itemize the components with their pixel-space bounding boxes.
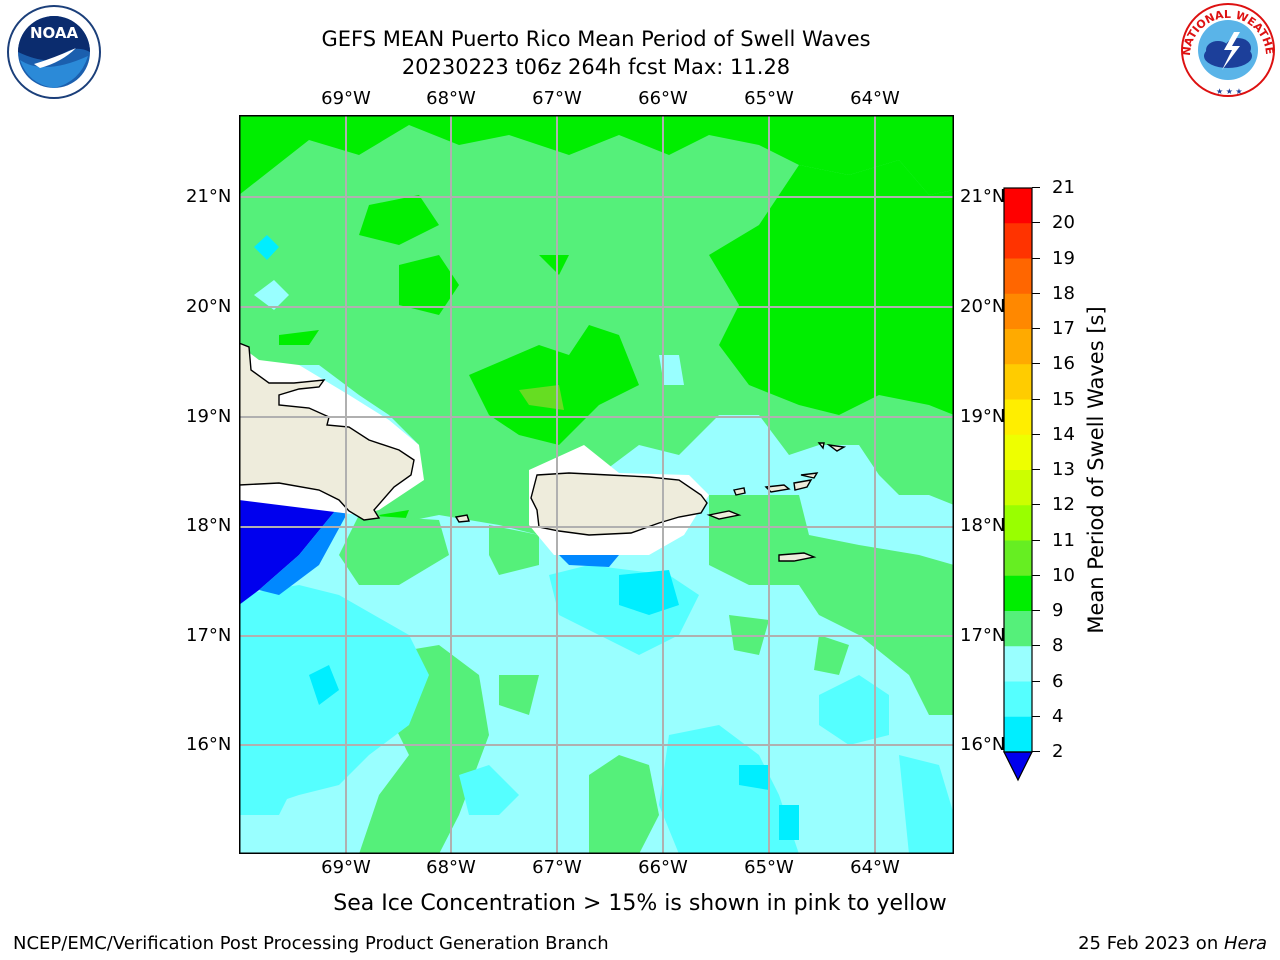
colorbar-tick-mark — [1032, 187, 1040, 188]
colorbar-tick-mark — [1032, 715, 1040, 717]
lon-label-top: 65°W — [744, 88, 794, 109]
lon-label-bottom: 65°W — [744, 857, 794, 878]
colorbar-tick-mark — [1032, 222, 1040, 224]
swell-band-11-12 — [519, 385, 564, 410]
lat-label-right: 16°N — [960, 734, 1006, 755]
lat-label-right: 21°N — [960, 186, 1006, 207]
map-panel — [239, 115, 954, 854]
colorbar-tick-mark — [1032, 574, 1040, 576]
sea-ice-note: Sea Ice Concentration > 15% is shown in … — [333, 891, 947, 916]
colorbar-swatch — [1004, 258, 1032, 295]
colorbar-swatch — [1004, 434, 1032, 471]
colorbar-tick-label: 14 — [1052, 423, 1075, 445]
colorbar-swatch — [1004, 681, 1032, 718]
colorbar-tick-mark — [1032, 257, 1040, 259]
colorbar — [1000, 186, 1040, 786]
colorbar-tick-label: 17 — [1052, 318, 1075, 339]
footer-date-text: 25 Feb 2023 on — [1078, 933, 1224, 954]
lon-label-top: 69°W — [321, 88, 371, 109]
colorbar-tick-label: 19 — [1052, 247, 1075, 269]
colorbar-swatches — [1003, 187, 1033, 782]
colorbar-tick-label: 10 — [1052, 564, 1075, 586]
footer-date: 25 Feb 2023 on Hera — [1078, 933, 1267, 954]
colorbar-tick-mark — [1032, 645, 1040, 647]
colorbar-swatch — [1004, 540, 1032, 577]
lon-label-bottom: 64°W — [850, 857, 900, 878]
colorbar-swatch — [1004, 223, 1032, 259]
colorbar-tick-mark — [1032, 433, 1040, 435]
lat-label-right: 19°N — [960, 406, 1006, 427]
map-canvas — [239, 115, 954, 854]
colorbar-tick-mark — [1032, 363, 1040, 365]
colorbar-swatch — [1004, 505, 1032, 541]
colorbar-swatch — [1004, 470, 1032, 506]
colorbar-tick-mark — [1032, 539, 1040, 541]
colorbar-tick-label: 4 — [1052, 705, 1064, 727]
lat-label-left: 19°N — [186, 406, 232, 427]
lat-label-right: 20°N — [960, 296, 1006, 317]
lat-label-left: 18°N — [186, 515, 232, 536]
colorbar-tick-mark — [1032, 469, 1040, 470]
colorbar-swatch — [1004, 329, 1032, 365]
colorbar-tick-mark — [1032, 751, 1040, 752]
lat-label-left: 21°N — [186, 186, 232, 207]
chart-subtitle: 20230223 t06z 264h fcst Max: 11.28 — [401, 55, 791, 79]
nws-logo: NATIONAL WEATHER SERVICE ★ ★ ★ — [1172, 0, 1280, 100]
colorbar-tick-mark — [1032, 292, 1040, 294]
colorbar-tick-label: 13 — [1052, 459, 1075, 480]
chart-title: GEFS MEAN Puerto Rico Mean Period of Swe… — [321, 27, 871, 51]
colorbar-tick-mark — [1032, 680, 1040, 682]
colorbar-tick-label: 20 — [1052, 212, 1075, 234]
graticule — [239, 115, 954, 854]
map-frame — [239, 115, 954, 854]
noaa-logo: NOAA — [4, 4, 104, 104]
lon-label-bottom: 69°W — [321, 857, 371, 878]
colorbar-tick-label: 9 — [1052, 600, 1064, 621]
colorbar-swatch — [1004, 188, 1032, 224]
lat-label-right: 17°N — [960, 625, 1006, 646]
colorbar-tick-label: 6 — [1052, 670, 1064, 692]
colorbar-extend-arrow — [1003, 751, 1033, 782]
colorbar-tick-label: 21 — [1052, 177, 1075, 198]
colorbar-tick-mark — [1032, 398, 1040, 400]
swell-band-2-4 — [259, 500, 349, 595]
colorbar-label: Mean Period of Swell Waves [s] — [1084, 306, 1108, 634]
colorbar-tick-label: 15 — [1052, 388, 1075, 410]
footer-credit: NCEP/EMC/Verification Post Processing Pr… — [13, 933, 609, 954]
colorbar-tick-mark — [1032, 610, 1040, 611]
lat-label-left: 17°N — [186, 625, 232, 646]
lat-label-right: 18°N — [960, 515, 1006, 536]
colorbar-swatch — [1004, 364, 1032, 400]
colorbar-tick-label: 2 — [1052, 741, 1064, 762]
colorbar-tick-mark — [1032, 504, 1040, 506]
colorbar-tick-label: 8 — [1052, 635, 1064, 657]
colorbar-tick-mark — [1032, 328, 1040, 329]
lon-label-bottom: 66°W — [638, 857, 688, 878]
colorbar-tick-label: 11 — [1052, 529, 1075, 551]
lat-label-left: 16°N — [186, 734, 232, 755]
lon-label-bottom: 68°W — [426, 857, 476, 878]
colorbar-swatch — [1004, 611, 1032, 647]
lat-label-left: 20°N — [186, 296, 232, 317]
colorbar-tick-label: 18 — [1052, 282, 1075, 304]
lon-label-top: 66°W — [638, 88, 688, 109]
colorbar-swatch — [1004, 646, 1032, 682]
colorbar-swatch — [1004, 716, 1032, 753]
lon-label-bottom: 67°W — [532, 857, 582, 878]
colorbar-swatch — [1004, 575, 1032, 612]
noaa-logo-text: NOAA — [30, 24, 79, 42]
colorbar-tick-label: 12 — [1052, 494, 1075, 516]
lon-label-top: 64°W — [850, 88, 900, 109]
lon-label-top: 67°W — [532, 88, 582, 109]
colorbar-tick-label: 16 — [1052, 353, 1075, 375]
footer-machine: Hera — [1223, 933, 1267, 954]
colorbar-swatch — [1004, 293, 1032, 330]
colorbar-swatch — [1004, 399, 1032, 436]
colorbar-frame — [1003, 187, 1033, 753]
lon-label-top: 68°W — [426, 88, 476, 109]
svg-text:★ ★ ★: ★ ★ ★ — [1216, 87, 1243, 96]
